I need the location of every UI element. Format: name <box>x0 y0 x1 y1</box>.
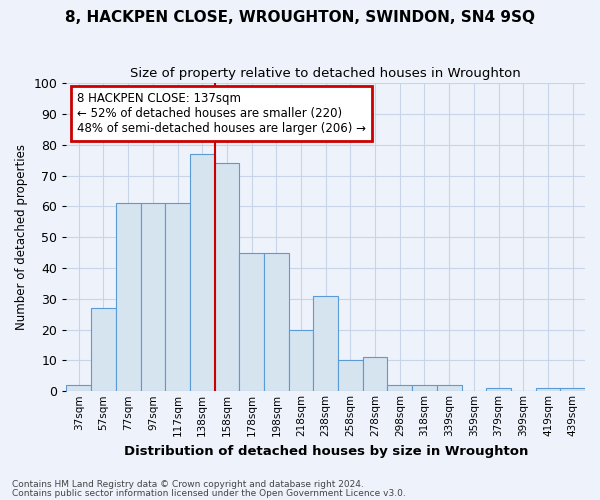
Text: 8, HACKPEN CLOSE, WROUGHTON, SWINDON, SN4 9SQ: 8, HACKPEN CLOSE, WROUGHTON, SWINDON, SN… <box>65 10 535 25</box>
Bar <box>338 360 363 392</box>
Bar <box>116 204 140 392</box>
Bar <box>215 163 239 392</box>
Bar <box>289 330 313 392</box>
Text: 8 HACKPEN CLOSE: 137sqm
← 52% of detached houses are smaller (220)
48% of semi-d: 8 HACKPEN CLOSE: 137sqm ← 52% of detache… <box>77 92 366 136</box>
Bar <box>264 252 289 392</box>
Text: Contains HM Land Registry data © Crown copyright and database right 2024.: Contains HM Land Registry data © Crown c… <box>12 480 364 489</box>
Bar <box>412 385 437 392</box>
Bar <box>560 388 585 392</box>
Title: Size of property relative to detached houses in Wroughton: Size of property relative to detached ho… <box>130 68 521 80</box>
Bar <box>190 154 215 392</box>
Bar <box>165 204 190 392</box>
Bar <box>140 204 165 392</box>
Bar <box>91 308 116 392</box>
Bar <box>437 385 461 392</box>
Bar <box>536 388 560 392</box>
Bar <box>486 388 511 392</box>
Text: Contains public sector information licensed under the Open Government Licence v3: Contains public sector information licen… <box>12 488 406 498</box>
Bar <box>239 252 264 392</box>
Bar <box>67 385 91 392</box>
Bar <box>363 358 388 392</box>
Y-axis label: Number of detached properties: Number of detached properties <box>15 144 28 330</box>
Bar <box>313 296 338 392</box>
Bar <box>388 385 412 392</box>
X-axis label: Distribution of detached houses by size in Wroughton: Distribution of detached houses by size … <box>124 444 528 458</box>
